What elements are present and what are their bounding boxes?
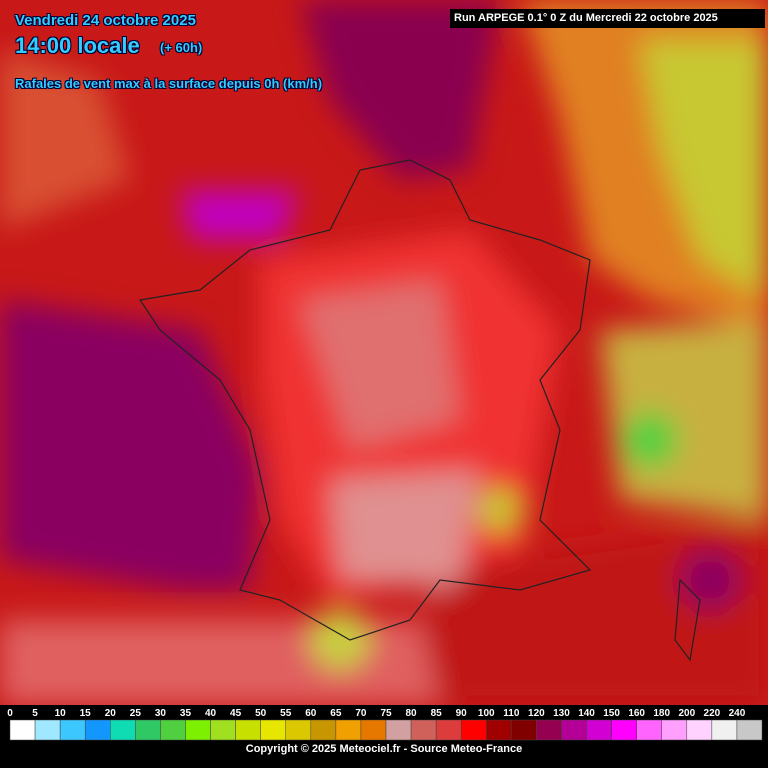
legend-label: 5 xyxy=(32,708,38,719)
lead-time: (+ 60h) xyxy=(160,40,203,55)
legend-label: 140 xyxy=(578,708,595,719)
legend-label: 55 xyxy=(280,708,292,719)
legend-swatch xyxy=(661,719,688,741)
legend-label: 160 xyxy=(628,708,645,719)
legend-swatch xyxy=(34,719,61,741)
legend-swatch xyxy=(310,719,337,741)
legend-label: 35 xyxy=(180,708,192,719)
legend-label: 240 xyxy=(729,708,746,719)
legend-label: 50 xyxy=(255,708,267,719)
legend-label: 0 xyxy=(7,708,13,719)
legend-swatch xyxy=(636,719,662,741)
legend-swatch xyxy=(511,719,537,741)
legend-swatch xyxy=(84,719,111,741)
legend-label: 220 xyxy=(704,708,721,719)
legend-swatch xyxy=(736,719,763,741)
legend-swatch xyxy=(536,719,562,741)
legend-label: 120 xyxy=(528,708,545,719)
run-info: Run ARPEGE 0.1° 0 Z du Mercredi 22 octob… xyxy=(450,9,765,28)
legend-swatch xyxy=(235,719,261,741)
legend-label: 75 xyxy=(380,708,392,719)
legend-swatch xyxy=(561,719,587,741)
legend-label: 70 xyxy=(355,708,367,719)
legend-label: 45 xyxy=(230,708,242,719)
legend-label: 60 xyxy=(305,708,317,719)
legend-swatch xyxy=(410,719,437,741)
legend-label: 65 xyxy=(330,708,342,719)
legend-swatch xyxy=(185,719,211,741)
legend-swatch xyxy=(59,719,86,741)
legend-swatch xyxy=(360,719,387,741)
legend-swatch xyxy=(611,719,637,741)
legend-label: 25 xyxy=(130,708,142,719)
legend-label: 110 xyxy=(503,708,520,719)
legend-swatch xyxy=(160,719,186,741)
time: 14:00 locale xyxy=(15,33,140,58)
legend-label: 90 xyxy=(456,708,468,719)
legend-swatch xyxy=(285,719,312,741)
legend-label: 15 xyxy=(80,708,92,719)
legend-label: 80 xyxy=(406,708,418,719)
subtitle: Rafales de vent max à la surface depuis … xyxy=(15,76,323,91)
legend-swatch xyxy=(135,719,161,741)
footer: Copyright © 2025 Meteociel.fr - Source M… xyxy=(245,743,523,755)
legend-swatch xyxy=(335,719,362,741)
legend-label: 30 xyxy=(155,708,167,719)
legend-swatch xyxy=(110,719,136,741)
legend-label: 180 xyxy=(653,708,670,719)
legend-swatch xyxy=(711,719,738,741)
legend-swatch xyxy=(260,719,286,741)
date: Vendredi 24 octobre 2025 xyxy=(15,12,196,29)
legend-swatch xyxy=(9,719,36,741)
legend-label: 20 xyxy=(105,708,117,719)
legend-label: 100 xyxy=(478,708,495,719)
legend-label: 40 xyxy=(205,708,217,719)
legend-label: 10 xyxy=(55,708,67,719)
legend-swatch xyxy=(486,719,512,741)
legend-label: 150 xyxy=(603,708,620,719)
legend-swatch xyxy=(435,719,462,741)
legend-swatch xyxy=(686,719,713,741)
legend-swatch xyxy=(385,719,412,741)
legend-swatch xyxy=(460,719,487,741)
legend-swatch xyxy=(210,719,236,741)
legend-swatch xyxy=(586,719,612,741)
legend-label: 200 xyxy=(678,708,695,719)
legend-label: 130 xyxy=(553,708,570,719)
legend-label: 85 xyxy=(431,708,443,719)
